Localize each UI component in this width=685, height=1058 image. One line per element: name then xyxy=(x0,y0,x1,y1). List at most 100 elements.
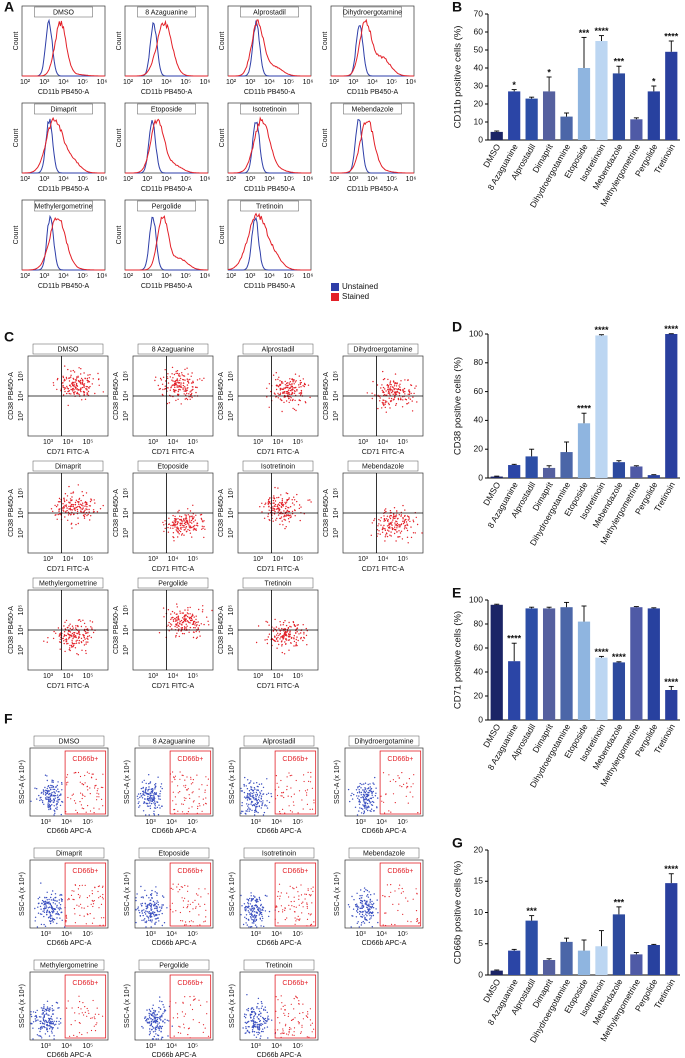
event-dot xyxy=(190,779,191,780)
event-dot xyxy=(74,632,75,633)
event-dot xyxy=(363,801,364,802)
x-tick-label: 10⁴ xyxy=(161,273,172,280)
event-dot xyxy=(58,908,59,909)
event-dot xyxy=(141,795,142,796)
event-dot xyxy=(182,533,183,534)
event-dot xyxy=(172,377,173,378)
event-dot xyxy=(43,916,44,917)
event-dot xyxy=(389,392,390,393)
event-dot xyxy=(56,906,57,907)
event-dot xyxy=(78,484,79,485)
event-dot xyxy=(177,386,178,387)
event-dot xyxy=(187,607,188,608)
event-dot xyxy=(159,1022,160,1023)
event-dot xyxy=(291,638,292,639)
event-dot xyxy=(257,1027,258,1028)
event-dot xyxy=(399,777,400,778)
x-tick-label: 10⁴ xyxy=(168,673,179,680)
event-dot xyxy=(175,804,176,805)
event-dot xyxy=(368,787,369,788)
event-dot xyxy=(145,921,146,922)
event-dot xyxy=(181,372,182,373)
event-dot xyxy=(296,389,297,390)
event-dot xyxy=(85,643,86,644)
event-dot xyxy=(297,631,298,632)
event-dot xyxy=(368,795,369,796)
event-dot xyxy=(37,1019,38,1020)
event-dot xyxy=(262,800,263,801)
event-dot xyxy=(262,1031,263,1032)
event-dot xyxy=(290,810,291,811)
event-dot xyxy=(145,791,146,792)
scatter-plot: Dihydroergotamine10³10⁴10⁵10³10⁴10⁵CD71 … xyxy=(323,344,423,456)
event-dot xyxy=(89,511,90,512)
y-axis-label: SSC-A (x 10⁴) xyxy=(19,872,26,916)
event-dot xyxy=(296,907,297,908)
event-dot xyxy=(186,388,187,389)
event-dot xyxy=(377,408,378,409)
event-dot xyxy=(297,891,298,892)
event-dot xyxy=(57,911,58,912)
event-dot xyxy=(282,1028,283,1029)
event-dot xyxy=(372,904,373,905)
event-dot xyxy=(135,897,136,898)
event-dot xyxy=(188,622,189,623)
gate-label: CD66b+ xyxy=(72,868,98,875)
event-dot xyxy=(388,403,389,404)
error-bar xyxy=(564,602,569,607)
event-dot xyxy=(40,1023,41,1024)
event-dot xyxy=(287,786,288,787)
event-dot xyxy=(144,912,145,913)
event-dot xyxy=(42,800,43,801)
y-tick-label: 40 xyxy=(474,666,484,676)
event-dot xyxy=(272,510,273,511)
event-dot xyxy=(299,905,300,906)
event-dot xyxy=(253,795,254,796)
event-dot xyxy=(393,514,394,515)
event-dot xyxy=(197,806,198,807)
event-dot xyxy=(267,1017,268,1018)
x-tick-label: 10⁵ xyxy=(77,273,88,280)
event-dot xyxy=(205,916,206,917)
error-bar xyxy=(564,113,569,117)
x-tick-label: 10² xyxy=(226,79,237,86)
event-dot xyxy=(249,799,250,800)
event-dot xyxy=(393,381,394,382)
event-dot xyxy=(259,914,260,915)
error-bar xyxy=(651,608,656,609)
event-dot xyxy=(286,789,287,790)
event-dot xyxy=(96,796,97,797)
event-dot xyxy=(175,521,176,522)
event-dot xyxy=(375,795,376,796)
event-dot xyxy=(91,627,92,628)
event-dot xyxy=(50,795,51,796)
event-dot xyxy=(161,1037,162,1038)
event-dot xyxy=(253,920,254,921)
x-tick-label: 10⁵ xyxy=(283,79,294,86)
event-dot xyxy=(54,1024,55,1025)
event-dot xyxy=(254,1015,255,1016)
event-dot xyxy=(173,524,174,525)
event-dot xyxy=(89,377,90,378)
event-dot xyxy=(96,799,97,800)
event-dot xyxy=(157,1026,158,1027)
event-dot xyxy=(75,803,76,804)
bar xyxy=(613,914,625,975)
event-dot xyxy=(191,389,192,390)
event-dot xyxy=(56,506,57,507)
event-dot xyxy=(265,621,266,622)
event-dot xyxy=(299,399,300,400)
event-dot xyxy=(101,787,102,788)
event-dot xyxy=(359,908,360,909)
event-dot xyxy=(366,920,367,921)
event-dot xyxy=(370,786,371,787)
event-dot xyxy=(46,796,47,797)
event-dot xyxy=(50,801,51,802)
event-dot xyxy=(263,926,264,927)
event-dot xyxy=(81,804,82,805)
event-dot xyxy=(304,781,305,782)
event-dot xyxy=(256,1006,257,1007)
event-dot xyxy=(93,509,94,510)
event-dot xyxy=(364,795,365,796)
event-dot xyxy=(403,390,404,391)
